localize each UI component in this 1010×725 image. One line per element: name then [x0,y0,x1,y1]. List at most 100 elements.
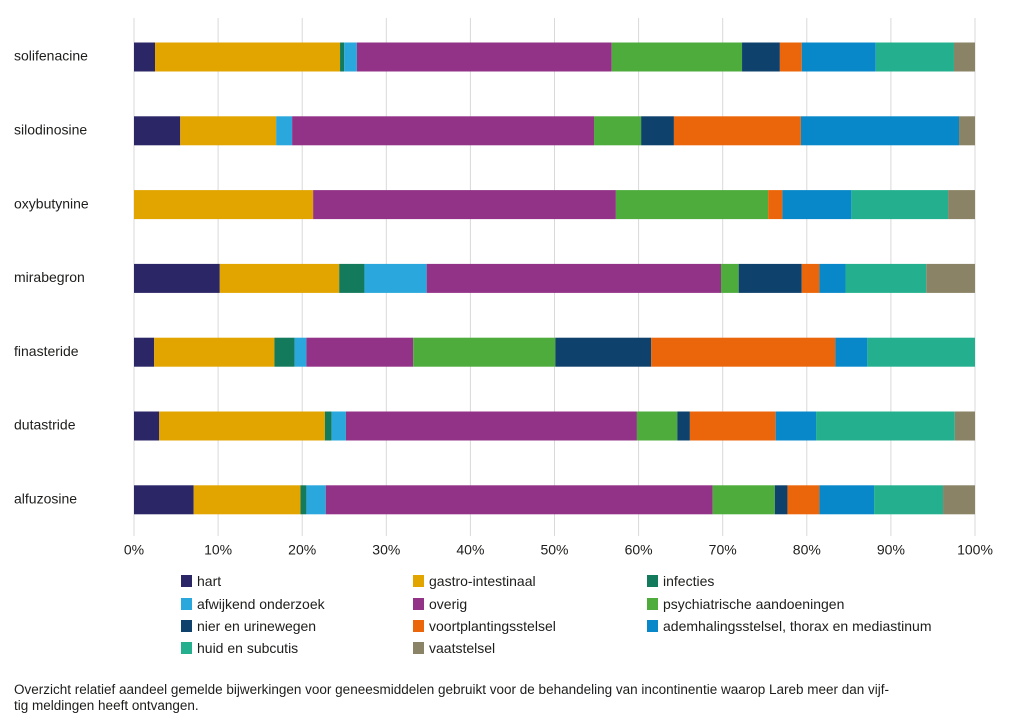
x-tick-label: 40% [456,542,484,558]
legend-item-gastro-intestinaal: gastro-intestinaal [413,570,647,592]
legend-label: overig [429,595,468,612]
legend-item-voortplantingsstelsel: voortplantingsstelsel [413,615,647,637]
bar-segment-solifenacine-infecties [340,42,345,72]
legend-label: vaatstelsel [429,640,496,657]
x-tick-label: 90% [877,542,905,558]
bar-segment-alfuzosine-gastro-intestinaal [193,485,301,515]
category-label: mirabegron [14,269,85,285]
bar-segment-silodinosine-vaatstelsel [959,116,975,146]
bar-oxybutynine [134,190,975,220]
legend-label: huid en subcutis [197,640,299,657]
bar-segment-dutastride-vaatstelsel [954,411,975,441]
bar-segment-finasteride-ademhalingsstelsel-thorax-en-mediastinum [835,337,868,367]
legend-item-nier-en-urinewegen: nier en urinewegen [181,615,413,637]
bar-segment-mirabegron-gastro-intestinaal [219,263,340,293]
legend-swatch [413,619,424,632]
x-tick-label: 70% [709,542,737,558]
bar-segment-oxybutynine-huid-en-subcutis [851,190,949,220]
bar-silodinosine [134,116,975,146]
legend-item-vaatstelsel: vaatstelsel [413,637,647,659]
bar-segment-mirabegron-afwijkend-onderzoek [364,263,427,293]
category-label: silodinosine [14,122,87,138]
legend: hart gastro-intestinaal infecties afwijkend… [181,570,931,660]
legend-label: afwijkend onderzoek [197,595,325,612]
bar-segment-silodinosine-voortplantingsstelsel [673,116,801,146]
bar-segment-alfuzosine-psychiatrische-aandoeningen [712,485,775,515]
bar-segment-silodinosine-overig [292,116,595,146]
legend-swatch [181,642,192,655]
x-tick-label: 10% [204,542,232,558]
x-tick-label: 100% [957,542,993,558]
bar-segment-solifenacine-ademhalingsstelsel-thorax-en-mediastinum [801,42,876,72]
x-tick-label: 50% [540,542,568,558]
bar-segment-dutastride-afwijkend-onderzoek [331,411,346,441]
bar-segment-dutastride-hart [134,411,160,441]
legend-label: nier en urinewegen [197,617,317,634]
legend-swatch [181,597,192,610]
legend-item-huid-en-subcutis: huid en subcutis [181,637,413,659]
bar-segment-finasteride-nier-en-urinewegen [555,337,652,367]
bar-segment-mirabegron-voortplantingsstelsel [801,263,820,293]
bar-segment-silodinosine-hart [134,116,181,146]
bar-segment-solifenacine-gastro-intestinaal [155,42,341,72]
bar-segment-finasteride-overig [306,337,414,367]
legend-item-infecties: infecties [647,570,907,592]
bar-segment-mirabegron-vaatstelsel [926,263,975,293]
legend-label: psychiatrische aandoeningen [663,595,845,612]
bar-segment-mirabegron-nier-en-urinewegen [738,263,802,293]
x-tick-label: 20% [288,542,316,558]
bar-segment-silodinosine-nier-en-urinewegen [641,116,674,146]
caption-line: Overzicht relatief aandeel gemelde bijwe… [14,682,890,697]
bar-segment-solifenacine-vaatstelsel [953,42,975,72]
legend-swatch [413,575,424,588]
bar-segment-dutastride-voortplantingsstelsel [689,411,776,441]
bar-segment-dutastride-overig [345,411,637,441]
legend-item-hart: hart [181,570,413,592]
x-axis-tick-labels: 0% 10% 20% 30% 40% 50% 60% 70% 80% 90% 100% [124,542,993,558]
bar-segment-dutastride-infecties [324,411,332,441]
legend-swatch [647,597,658,610]
bar-mirabegron [134,263,975,293]
bar-segment-oxybutynine-gastro-intestinaal [134,190,314,220]
bar-segment-alfuzosine-overig [325,485,713,515]
bar-dutastride [134,411,975,441]
bar-segment-alfuzosine-infecties [300,485,307,515]
bar-segment-dutastride-ademhalingsstelsel-thorax-en-mediastinum [775,411,817,441]
legend-label: hart [197,573,222,590]
bar-segment-mirabegron-huid-en-subcutis [845,263,927,293]
bar-segment-alfuzosine-voortplantingsstelsel [787,485,820,515]
bar-segment-solifenacine-nier-en-urinewegen [742,42,780,72]
legend-item-ademhalingsstelsel-thorax-en-mediastinum: ademhalingsstelsel, thorax en mediastinu… [647,615,931,637]
bar-alfuzosine [134,485,975,515]
legend-swatch [413,597,424,610]
bar-segment-silodinosine-gastro-intestinaal [180,116,277,146]
legend-swatch [181,575,192,588]
category-label: finasteride [14,343,79,359]
legend-item-afwijkend-onderzoek: afwijkend onderzoek [181,592,413,614]
bar-finasteride [134,337,975,367]
bar-segment-finasteride-huid-en-subcutis [867,337,975,367]
bar-segment-mirabegron-hart [134,263,220,293]
bar-segment-mirabegron-overig [426,263,722,293]
bar-segment-oxybutynine-vaatstelsel [948,190,975,220]
bar-segment-solifenacine-overig [356,42,612,72]
x-tick-label: 60% [625,542,653,558]
legend-swatch [181,619,192,632]
bar-segment-alfuzosine-ademhalingsstelsel-thorax-en-mediastinum [819,485,875,515]
category-label: oxybutynine [14,195,89,211]
bar-segment-silodinosine-ademhalingsstelsel-thorax-en-mediastinum [800,116,960,146]
bar-solifenacine [134,42,975,72]
caption: Overzicht relatief aandeel gemelde bijwe… [14,682,889,714]
category-label: alfuzosine [14,491,77,507]
stacked-bar-chart: solifenacine silodinosine oxybutynine mirab… [14,18,993,558]
bar-segment-oxybutynine-ademhalingsstelsel-thorax-en-mediastinum [782,190,852,220]
legend-swatch [647,619,658,632]
bar-segment-finasteride-psychiatrische-aandoeningen [413,337,556,367]
legend-label: gastro-intestinaal [429,573,536,590]
bar-segment-mirabegron-psychiatrische-aandoeningen [721,263,739,293]
legend-swatch [647,575,658,588]
bar-segment-alfuzosine-vaatstelsel [943,485,975,515]
x-tick-label: 0% [124,542,144,558]
bar-segment-solifenacine-psychiatrische-aandoeningen [611,42,743,72]
caption-line: tig meldingen heeft ontvangen. [14,698,199,713]
